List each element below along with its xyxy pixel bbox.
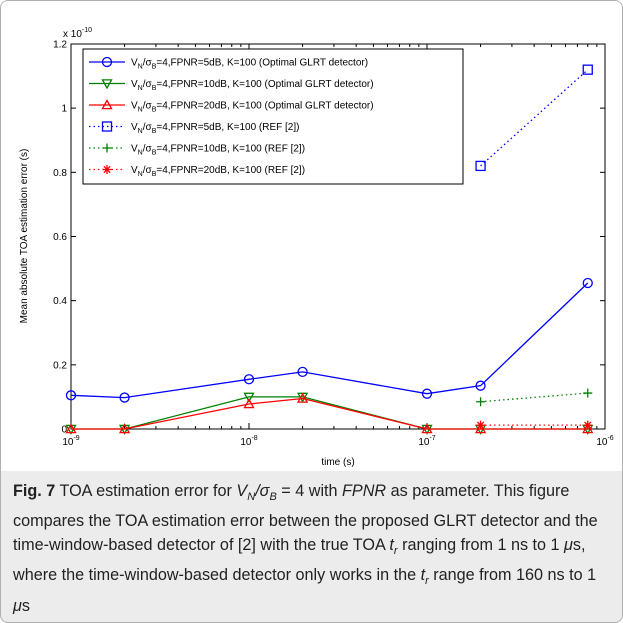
legend-entry: VN/σB=4,FPNR=20dB, K=100 (REF [2]) — [89, 165, 305, 178]
axis-ticks: 0 0.2 0.4 0.6 0.8 1 1.2 10-9 10-8 10-7 10-6 — [53, 40, 614, 449]
data-point-s1 — [243, 374, 255, 385]
legend-label: VN/σB=4,FPNR=20dB, K=100 (REF [2]) — [131, 165, 305, 178]
data-point-s1 — [475, 380, 486, 391]
legend-label: VN/σB=4,FPNR=10dB, K=100 (REF [2]) — [131, 144, 305, 157]
plot-lines — [65, 64, 594, 435]
caption-label: Fig. 7 — [13, 482, 56, 500]
data-point-s1 — [297, 366, 308, 378]
data-point-s4 — [582, 64, 593, 75]
caption-text-2: with — [304, 482, 343, 500]
series-s5 — [476, 388, 593, 407]
legend-entry: VN/σB=4,FPNR=20dB, K=100 (Optimal GLRT d… — [89, 99, 374, 114]
y-tick-label: 1 — [61, 104, 67, 115]
y-tick-label: 0 — [61, 425, 67, 436]
data-point-s3 — [474, 423, 487, 434]
y-multiplier: x 10-10 — [63, 27, 92, 40]
data-point-s3 — [243, 398, 255, 409]
caption-text-7: s — [21, 596, 30, 615]
legend: VN/σB=4,FPNR=5dB, K=100 (Optimal GLRT de… — [82, 48, 464, 185]
x-tick-label: 10-7 — [418, 435, 435, 448]
legend-label: VN/σB=4,FPNR=10dB, K=100 (Optimal GLRT d… — [131, 79, 374, 92]
series-s1 — [65, 277, 593, 403]
y-tick-label: 1.2 — [53, 40, 67, 51]
data-point-s5 — [583, 388, 593, 398]
legend-swatch-marker — [101, 56, 113, 68]
data-point-s3 — [118, 423, 131, 434]
caption-math-2-sub: r — [393, 545, 398, 558]
series-line-s1 — [70, 282, 589, 399]
figure-caption: Fig. 7 TOA estimation error for VN/σB = … — [13, 479, 611, 618]
legend-swatch-marker — [102, 143, 112, 153]
data-point-s3 — [421, 423, 433, 434]
legend-label: VN/σB=4,FPNR=20dB, K=100 (Optimal GLRT d… — [131, 101, 374, 114]
legend-label: VN/σB=4,FPNR=5dB, K=100 (REF [2]) — [131, 122, 299, 135]
series-s4 — [475, 64, 593, 172]
caption-math-1-mid: /σ — [255, 482, 270, 500]
y-tick-label: 0.2 — [53, 360, 67, 371]
x-tick-label: 10-9 — [62, 435, 79, 448]
data-point-s1 — [119, 392, 130, 403]
caption-text-6: range from 160 ns to 1 — [428, 566, 597, 585]
series-line-s4 — [480, 69, 589, 167]
data-point-s6 — [476, 420, 486, 430]
caption-mu-2: μ — [13, 596, 22, 615]
legend-entry: VN/σB=4,FPNR=10dB, K=100 (Optimal GLRT d… — [89, 79, 374, 92]
legend-swatch-marker — [101, 121, 113, 132]
caption-mu-1: μ — [564, 536, 573, 555]
data-point-s2 — [243, 392, 255, 403]
legend-swatch-marker — [101, 79, 113, 90]
legend-entry: VN/σB=4,FPNR=5dB, K=100 (REF [2]) — [89, 121, 299, 135]
y-tick-label: 0.8 — [53, 168, 67, 179]
caption-text-3: as parameter. This figure compares the T… — [13, 482, 598, 555]
data-point-s4 — [475, 160, 486, 172]
caption-text-1: TOA estimation error for — [55, 482, 237, 500]
legend-box — [82, 48, 464, 185]
x-tick-label: 10-8 — [240, 435, 257, 448]
caption-math-3: t — [420, 566, 426, 585]
caption-text-4: ranging from 1 ns to 1 — [397, 536, 565, 555]
legend-label: VN/σB=4,FPNR=5dB, K=100 (Optimal GLRT de… — [131, 58, 368, 71]
data-point-s3 — [65, 423, 77, 434]
caption-math-1: V — [236, 482, 248, 500]
caption-math-1-sub2: B — [269, 491, 277, 504]
data-point-s3 — [582, 423, 594, 434]
caption-text-5: s, where the time-window-based detector … — [13, 536, 586, 585]
y-tick-label: 0.6 — [53, 232, 67, 243]
data-point-s3 — [296, 392, 309, 403]
toa-error-chart: 0 0.2 0.4 0.6 0.8 1 1.2 10-9 10-8 10-7 10-6 VN/σB=… — [19, 27, 614, 468]
y-multiplier-exponent: -10 — [82, 27, 92, 34]
caption-math-1-sub: N — [247, 491, 256, 504]
data-point-s1 — [65, 390, 77, 401]
data-point-s5 — [476, 397, 486, 407]
series-s6 — [476, 420, 593, 430]
data-point-s6 — [583, 420, 593, 430]
plot-area: 0 0.2 0.4 0.6 0.8 1 1.2 10-9 10-8 10-7 10-6 VN/σB=… — [1, 1, 622, 471]
x-tick-label: 10-6 — [596, 435, 613, 448]
caption-math-3-sub: r — [425, 575, 429, 588]
legend-entry: VN/σB=4,FPNR=10dB, K=100 (REF [2]) — [89, 143, 305, 157]
x-axis-label: time (s) — [321, 457, 354, 468]
legend-entry: VN/σB=4,FPNR=5dB, K=100 (Optimal GLRT de… — [89, 56, 368, 71]
y-axis-label: Mean absolute TOA estimation error (s) — [19, 149, 30, 324]
caption-math-1-end: = 4 — [276, 482, 305, 500]
data-point-s1 — [421, 388, 433, 399]
legend-swatch-marker — [102, 165, 112, 174]
legend-swatch-marker — [101, 99, 113, 110]
caption-math-2: t — [389, 536, 394, 555]
caption-italic-fpnr: FPNR — [342, 482, 387, 500]
y-tick-label: 0.4 — [53, 296, 67, 307]
data-point-s1 — [582, 277, 593, 289]
